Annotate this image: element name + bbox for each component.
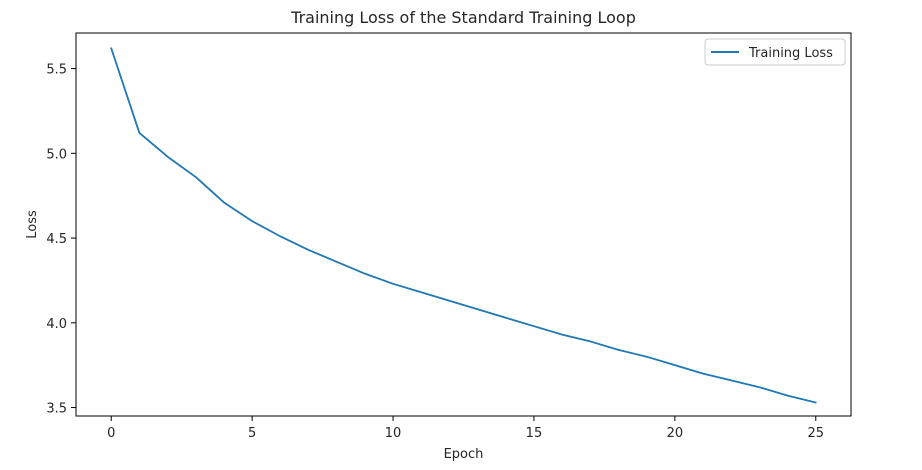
legend-label-training-loss: Training Loss: [748, 46, 833, 61]
y-tick-label-5.0: 5.0: [46, 147, 67, 162]
x-tick-label-20: 20: [667, 426, 684, 441]
y-axis-label: Loss: [25, 210, 40, 239]
x-tick-label-5: 5: [248, 426, 256, 441]
legend-box: [704, 38, 846, 66]
x-axis-ticks: 0 5 10 15 20 25: [107, 416, 824, 441]
y-tick-label-4.0: 4.0: [46, 317, 67, 332]
plot-area: [75, 32, 852, 417]
y-axis-ticks: 3.5 4.0 4.5 5.0 5.5: [46, 63, 76, 417]
x-axis-label: Epoch: [444, 447, 484, 462]
series-layer: [110, 47, 817, 404]
series-line-training-loss: [110, 47, 817, 404]
x-tick-label-25: 25: [807, 426, 824, 441]
y-tick-label-4.5: 4.5: [46, 232, 67, 247]
chart-title: Training Loss of the Standard Training L…: [290, 8, 636, 27]
y-tick-label-5.5: 5.5: [46, 63, 67, 78]
x-tick-label-15: 15: [526, 426, 543, 441]
x-tick-label-0: 0: [107, 426, 115, 441]
x-tick-label-10: 10: [385, 426, 402, 441]
y-tick-label-3.5: 3.5: [46, 402, 67, 417]
legend: Training Loss: [704, 38, 846, 66]
